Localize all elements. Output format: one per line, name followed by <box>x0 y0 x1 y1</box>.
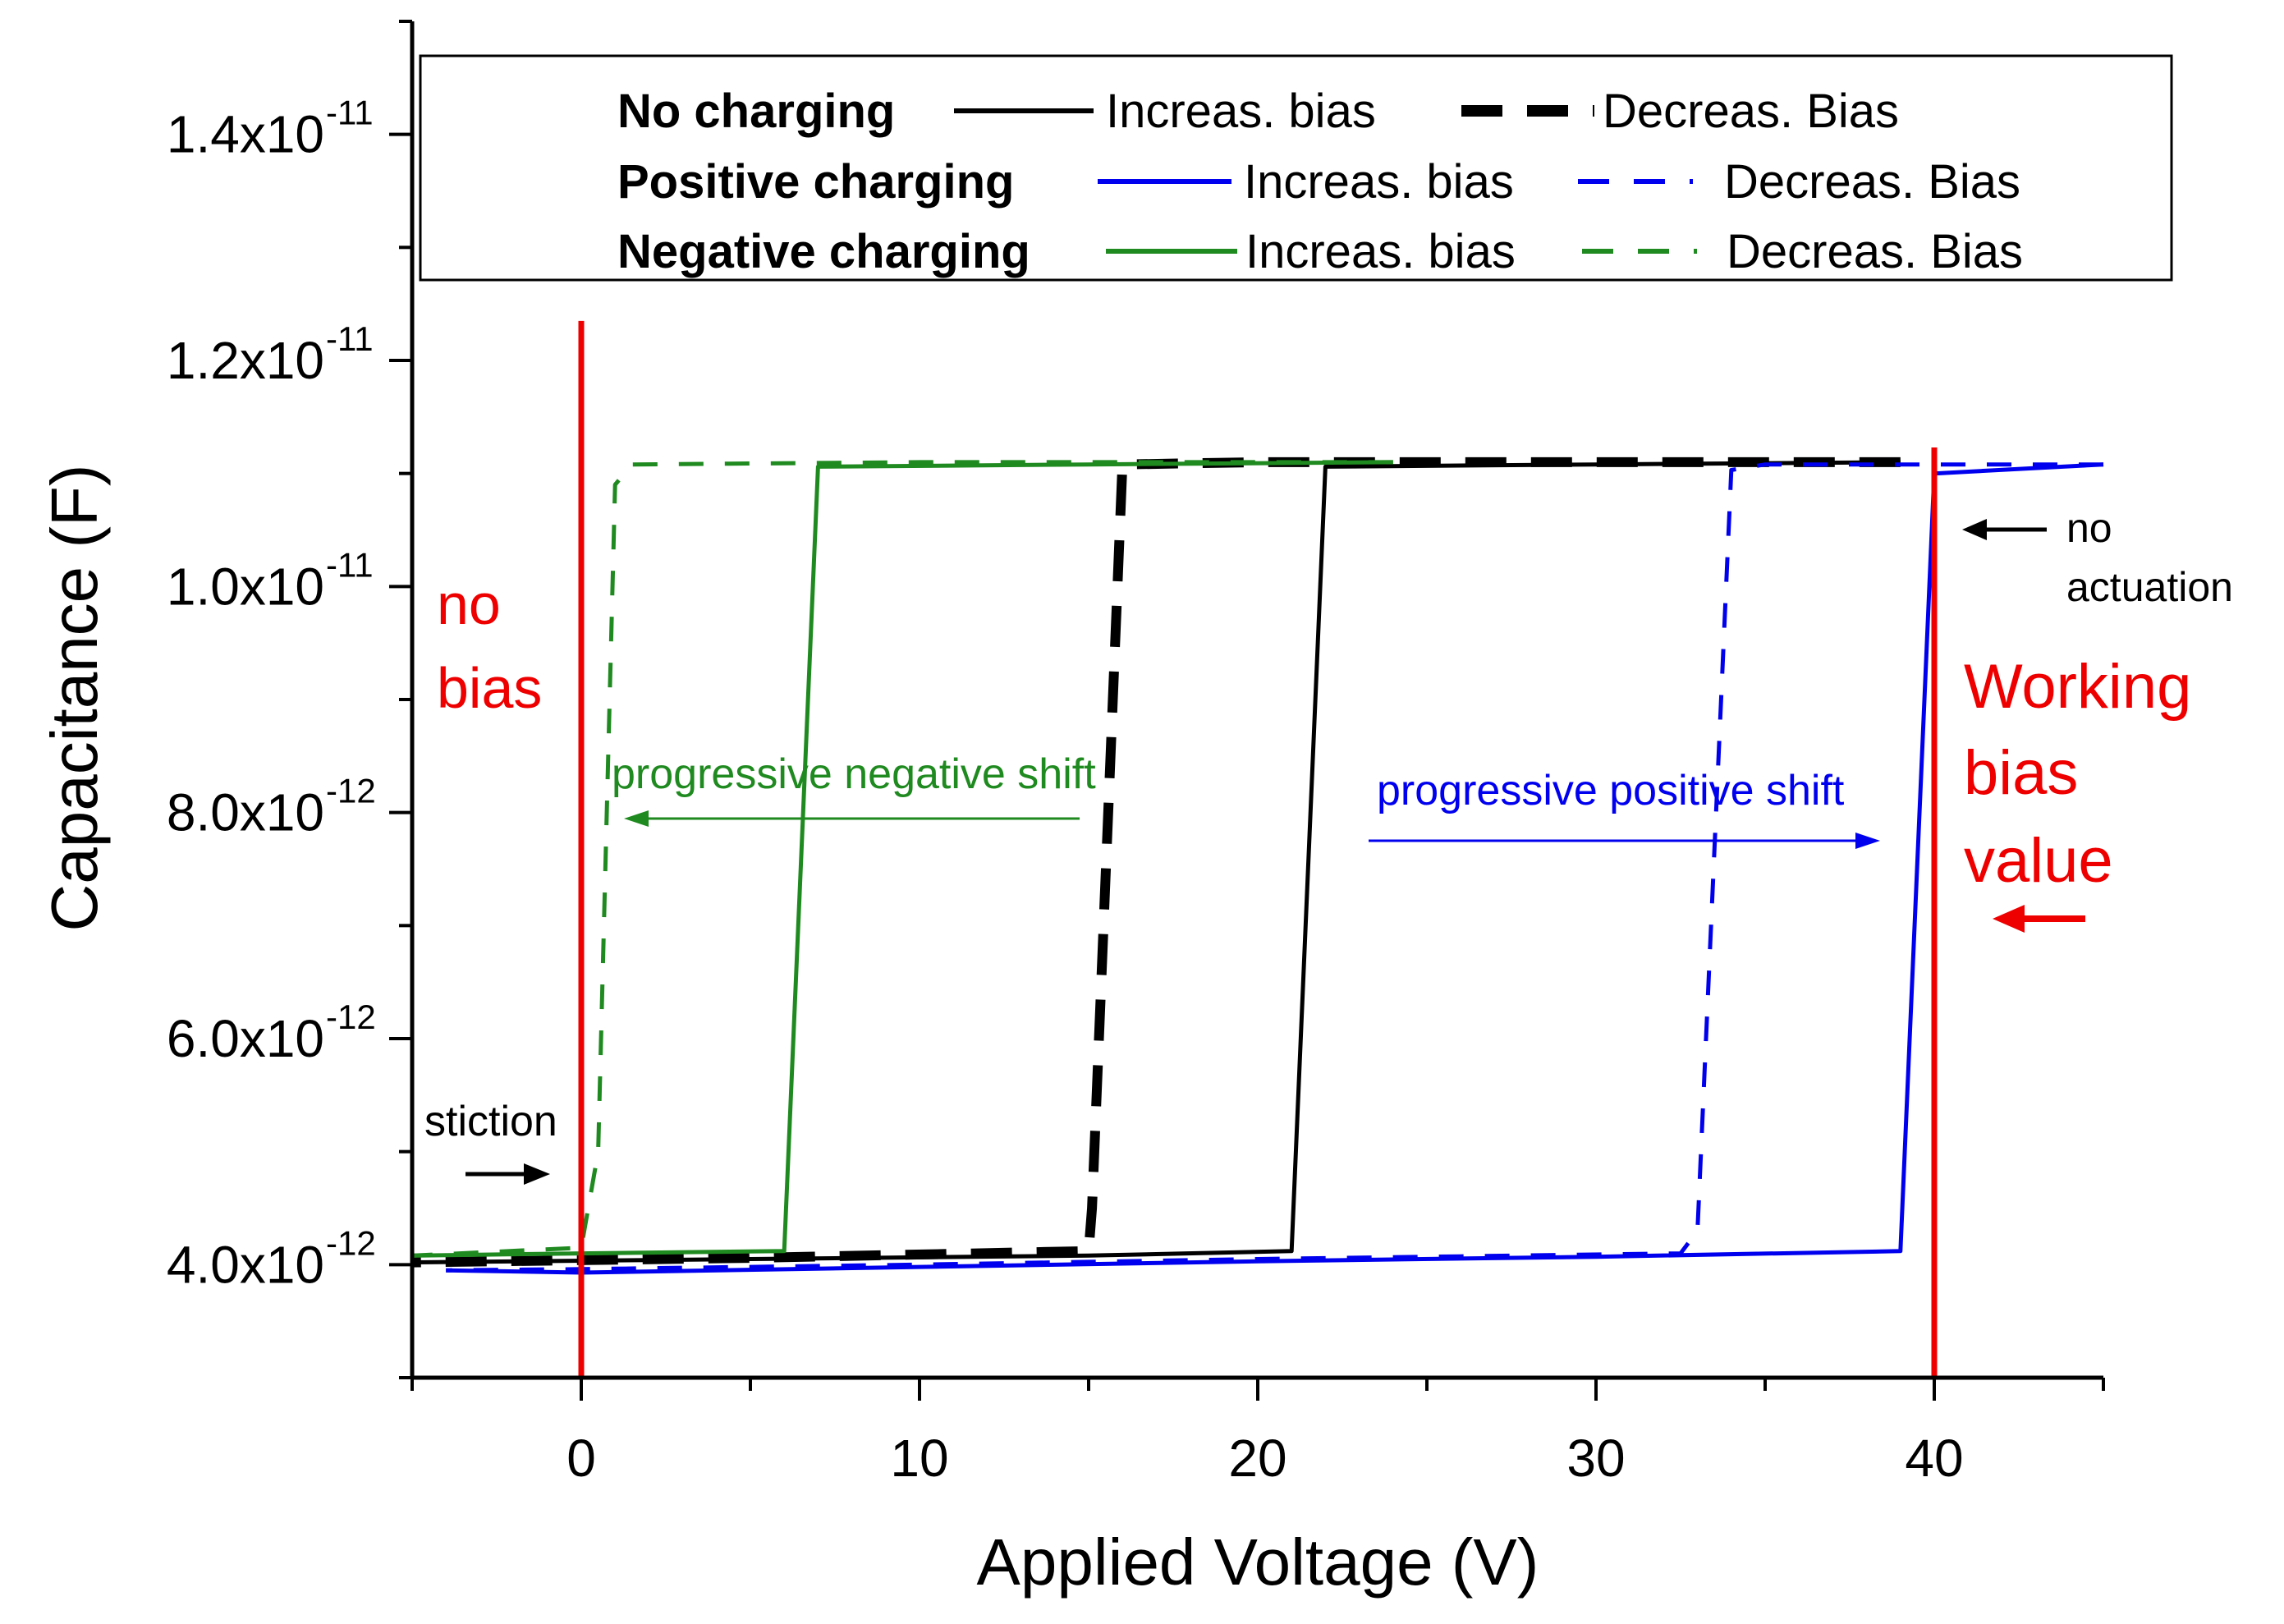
legend-row-positive-charging: Positive charging Increas. bias Decreas.… <box>617 155 2020 209</box>
annotation-line: bias <box>1964 738 2078 808</box>
legend-group-label: Positive charging <box>617 155 1014 209</box>
annotation-line: stiction <box>424 1098 557 1145</box>
legend-label-decreasing: Decreas. Bias <box>1603 85 1899 138</box>
legend-row-negative-charging: Negative charging Increas. bias Decreas.… <box>617 225 2023 278</box>
series-line <box>446 462 2103 1273</box>
series-line <box>446 462 2104 1275</box>
legend: No charging Increas. bias Decreas. Bias … <box>419 54 2173 282</box>
arrow-icon <box>1962 519 2047 540</box>
y-ticks: 4.0x10 -126.0x10 -128.0x10 -121.0x10 -111.2x… <box>167 20 412 1379</box>
x-tick-label: 20 <box>1228 1429 1286 1488</box>
arrow-icon <box>624 810 1080 827</box>
legend-label-decreasing: Decreas. Bias <box>1727 225 2023 278</box>
y-tick-label: 1.4x10 <box>167 105 324 164</box>
legend-label-increasing: Increas. bias <box>1106 85 1376 138</box>
annotation-working-bias: Working bias value <box>1964 652 2208 896</box>
x-axis-label: Applied Voltage (V) <box>977 1525 1539 1599</box>
axes: 0 10 20 30 40 4.0x10 -126.0x10 -128.0x10 -121.0… <box>38 20 2105 1599</box>
arrow-icon <box>466 1163 550 1185</box>
y-tick-label: 1.2x10 <box>167 331 324 390</box>
annotation-positive-shift: progressive positive shift <box>1377 767 1845 814</box>
annotation-negative-shift: progressive negative shift <box>612 750 1096 798</box>
annotation-stiction: stiction <box>424 1098 557 1145</box>
legend-group-label: Negative charging <box>617 225 1030 278</box>
y-tick-exponent: -12 <box>326 998 376 1036</box>
legend-box <box>419 54 2173 282</box>
y-tick-label: 8.0x10 <box>167 783 324 842</box>
annotation-line: Working <box>1964 652 2191 722</box>
x-tick-label: 40 <box>1905 1429 1963 1488</box>
y-axis-label: Capacitance (F) <box>38 464 111 931</box>
annotation-line: no <box>437 572 501 636</box>
series-line <box>411 460 1393 1258</box>
arrow-icon <box>1369 833 1880 849</box>
x-tick-label: 0 <box>566 1429 596 1488</box>
y-tick-exponent: -12 <box>326 1223 376 1262</box>
y-tick-label: 4.0x10 <box>167 1235 324 1294</box>
annotation-line: progressive negative shift <box>612 750 1096 798</box>
series-line <box>411 456 1901 1268</box>
legend-label-decreasing: Decreas. Bias <box>1724 155 2020 209</box>
y-tick-label: 1.0x10 <box>167 557 324 616</box>
y-tick-exponent: -12 <box>326 772 376 810</box>
annotation-line: value <box>1964 826 2113 896</box>
annotation-no-bias: no bias <box>437 572 542 720</box>
x-ticks: 0 10 20 30 40 <box>410 1378 2105 1488</box>
y-tick-exponent: -11 <box>326 94 374 132</box>
annotation-line: bias <box>437 656 542 720</box>
y-tick-exponent: -11 <box>326 545 374 584</box>
legend-row-no-charging: No charging Increas. bias Decreas. Bias <box>617 85 1899 138</box>
x-tick-label: 10 <box>890 1429 948 1488</box>
legend-label-increasing: Increas. bias <box>1244 155 1514 209</box>
arrow-icon <box>1993 905 2085 933</box>
annotations: no bias Working bias value no actuation … <box>424 505 2233 1185</box>
series-line <box>411 460 1901 1265</box>
x-tick-label: 30 <box>1566 1429 1625 1488</box>
data-curves <box>411 456 2104 1275</box>
y-tick-exponent: -11 <box>326 319 374 358</box>
annotation-line: progressive positive shift <box>1377 767 1845 814</box>
reference-lines <box>578 320 1938 1378</box>
annotation-line: no <box>2066 505 2112 551</box>
legend-group-label: No charging <box>617 85 895 138</box>
legend-label-increasing: Increas. bias <box>1245 225 1516 278</box>
annotation-no-actuation: no actuation <box>2066 505 2233 610</box>
series-line <box>411 460 1393 1258</box>
annotation-line: actuation <box>2066 564 2233 610</box>
y-tick-label: 6.0x10 <box>167 1009 324 1068</box>
